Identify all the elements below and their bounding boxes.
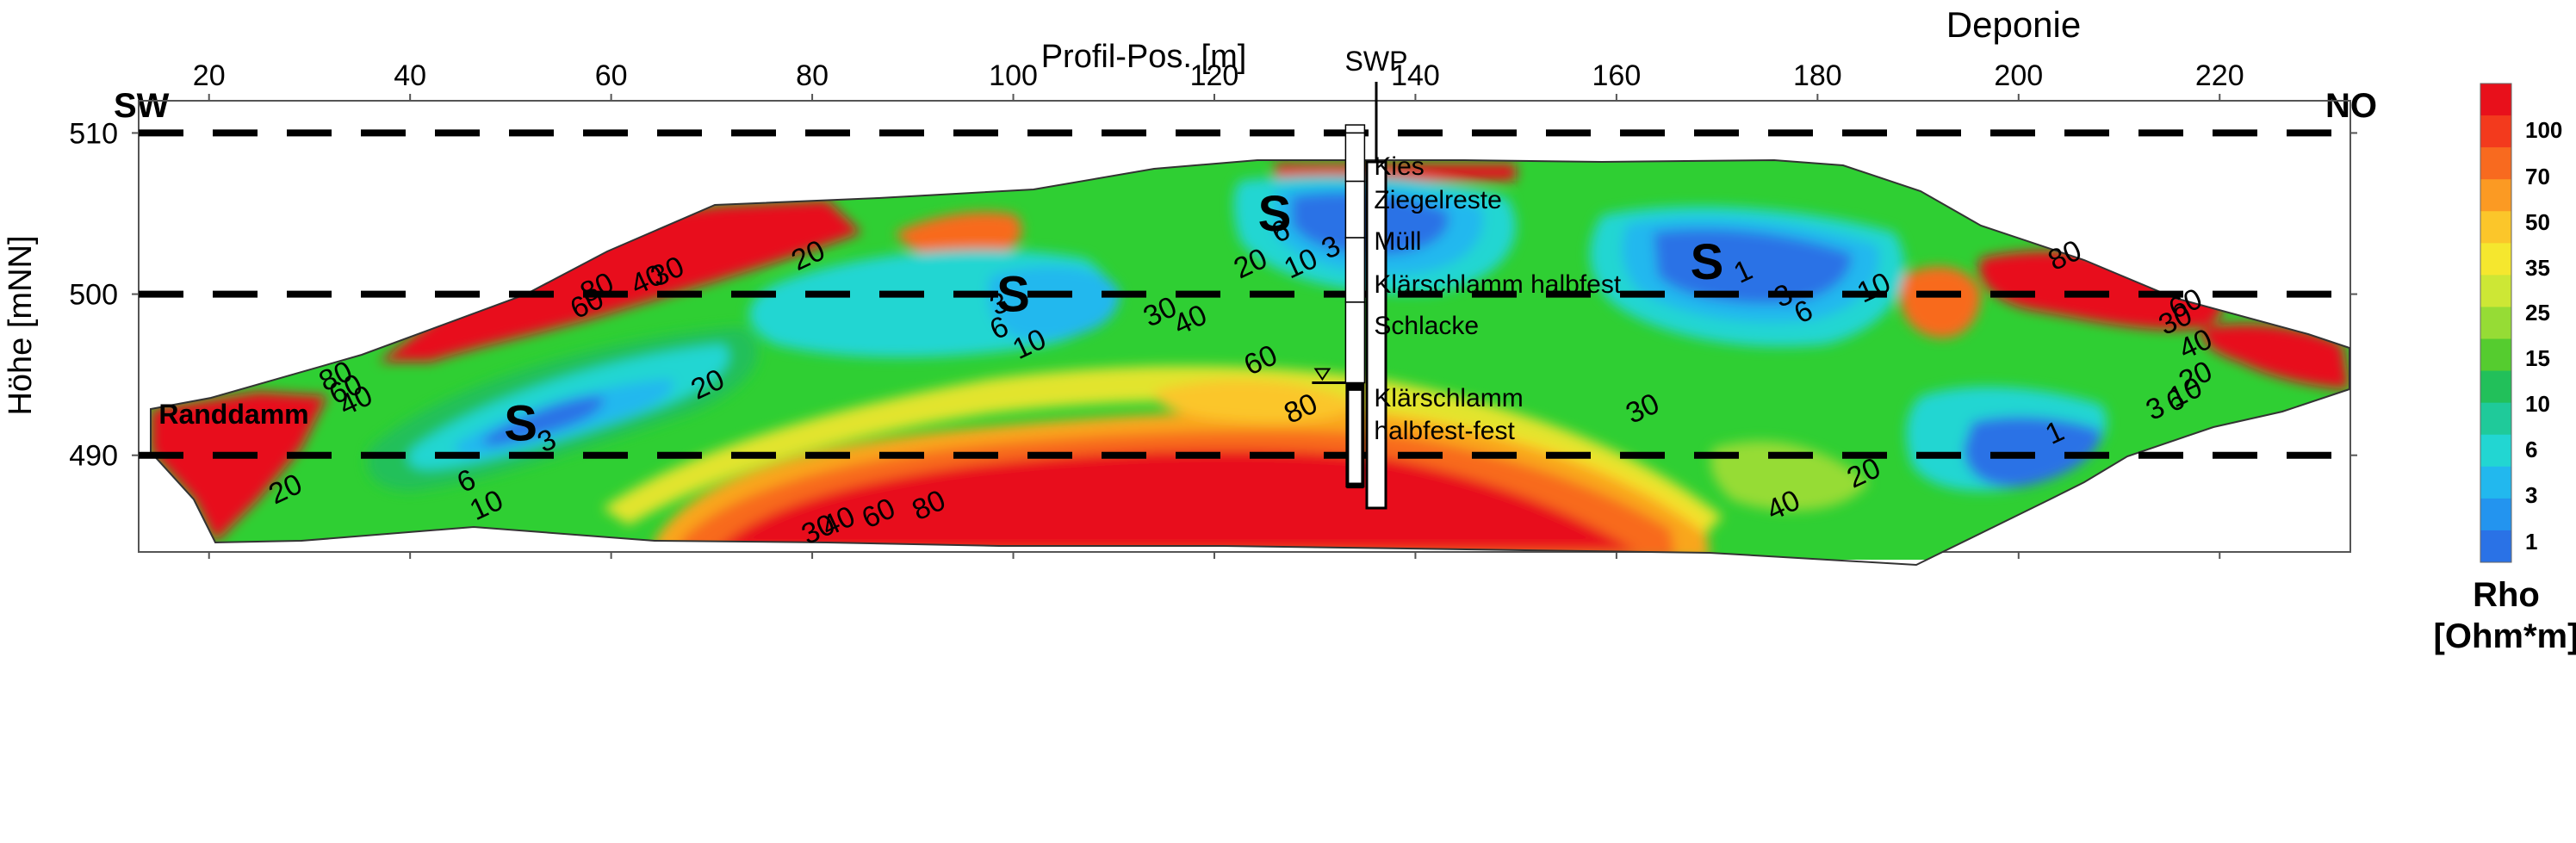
colorbar-swatch: [2480, 84, 2511, 116]
x-tick-label: 160: [1592, 59, 1642, 92]
y-axis-ticks: 510 500 490: [69, 117, 2357, 473]
borehole-layer-label: Ziegelreste: [1374, 186, 1501, 214]
colorbar-swatch: [2480, 370, 2511, 404]
borehole-layer-label: Kies: [1374, 152, 1424, 181]
borehole-layer-label: Schlacke: [1374, 312, 1479, 340]
colorbar-tick-label: 3: [2525, 482, 2537, 508]
colorbar-swatch: [2480, 530, 2511, 563]
borehole-layer: [1344, 301, 1366, 384]
colorbar-swatch: [2480, 115, 2511, 148]
sludge-marker: S: [1691, 234, 1724, 290]
borehole-layer-label: halbfest-fest: [1374, 417, 1515, 445]
annotations: Randdamm S S S S: [158, 186, 1723, 451]
borehole-layer: [1344, 124, 1366, 134]
colorbar-swatch: [2480, 243, 2511, 276]
colorbar-tick-label: 10: [2525, 391, 2550, 417]
colorbar-swatch: [2480, 434, 2511, 468]
y-tick-label: 490: [69, 440, 118, 473]
colorbar-swatch: [2480, 498, 2511, 531]
sludge-marker: S: [996, 267, 1030, 323]
borehole-swp: SWP Kies Ziegelreste Müll Klärschlamm halbf…: [1312, 46, 1622, 510]
colorbar-swatch: [2480, 307, 2511, 340]
annotation-randdamm: Randdamm: [158, 399, 308, 430]
x-tick-label: 220: [2195, 59, 2244, 92]
colorbar-swatch: [2480, 402, 2511, 436]
colorbar-tick-label: 35: [2525, 255, 2550, 281]
borehole-layer-label: Klärschlamm: [1374, 384, 1523, 412]
x-tick-label: 200: [1994, 59, 2043, 92]
x-tick-label: 60: [595, 59, 628, 92]
x-tick-label: 140: [1391, 59, 1440, 92]
colorbar-tick-label: 1: [2525, 529, 2537, 555]
resistivity-body: [151, 160, 2349, 560]
colorbar-tick-label: 100: [2525, 117, 2562, 143]
x-tick-label: 80: [796, 59, 829, 92]
colorbar-tick-label: 70: [2525, 164, 2550, 189]
y-tick-label: 510: [69, 117, 118, 150]
chart-title: Deponie: [1946, 4, 2081, 45]
colorbar-swatch: [2480, 466, 2511, 499]
borehole-layer: [1344, 180, 1366, 239]
colorbar-swatch: [2480, 179, 2511, 212]
colorbar-title-line1: Rho: [2473, 576, 2540, 614]
x-axis-ticks: 20 40 60 80 100 120 140 160 180 200 220: [193, 59, 2244, 559]
borehole-column: [1365, 160, 1387, 510]
x-tick-label: 100: [989, 59, 1038, 92]
colorbar-swatch: [2480, 147, 2511, 180]
x-tick-label: 180: [1793, 59, 1842, 92]
x-axis-label: Profil-Pos. [m]: [1041, 39, 1247, 75]
x-tick-label: 120: [1190, 59, 1239, 92]
colorbar-tick-label: 25: [2525, 300, 2550, 325]
colorbar: 100 70 50 35 25 15 10 6 3 1 Rho [Ohm*m]: [2434, 83, 2576, 655]
colorbar-swatch: [2480, 211, 2511, 244]
x-tick-label: 20: [193, 59, 226, 92]
colorbar-swatch: [2480, 338, 2511, 372]
x-tick-label: 40: [394, 59, 426, 92]
borehole-layer-label: Klärschlamm halbfest: [1374, 270, 1621, 299]
colorbar-tick-label: 50: [2525, 209, 2550, 235]
side-label-left: SW: [114, 87, 170, 125]
borehole-inner: [1349, 390, 1362, 483]
borehole-layer: [1344, 132, 1366, 183]
borehole-layer: [1344, 237, 1366, 303]
colorbar-tick-label: 15: [2525, 345, 2550, 371]
colorbar-border: [2480, 83, 2512, 563]
y-tick-label: 500: [69, 279, 118, 312]
borehole-label: SWP: [1345, 46, 1408, 77]
body-outline: [150, 158, 2350, 567]
plot-frame: [138, 100, 2351, 553]
y-axis-label: Höhe [mNN]: [3, 235, 39, 415]
colorbar-title-line2: [Ohm*m]: [2434, 617, 2576, 655]
borehole-layer-label: Müll: [1374, 227, 1421, 256]
sludge-marker: S: [1258, 186, 1292, 242]
colorbar-swatch: [2480, 275, 2511, 307]
sludge-marker: S: [504, 395, 537, 451]
water-level-marker: [1313, 368, 1331, 381]
colorbar-tick-label: 6: [2525, 437, 2537, 462]
